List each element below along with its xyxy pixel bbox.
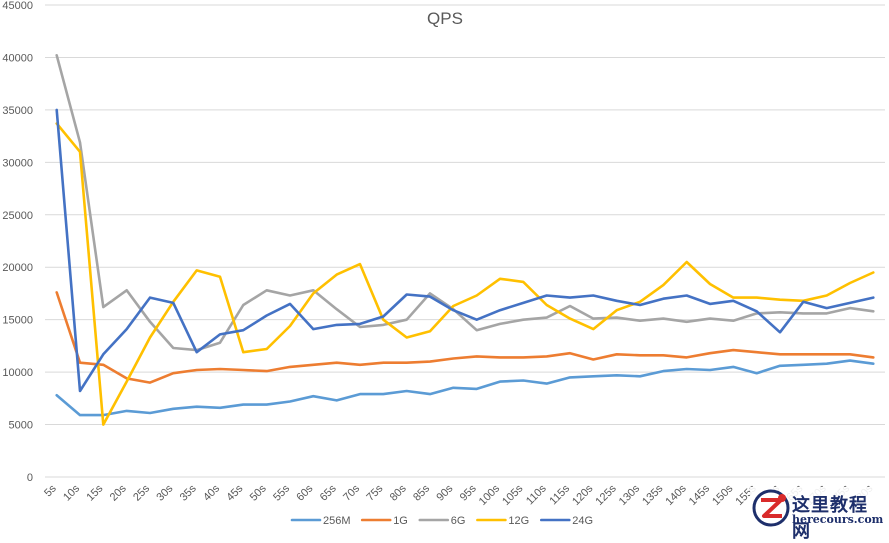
x-tick-label: 50s xyxy=(248,482,269,503)
x-tick-label: 65s xyxy=(318,482,339,503)
y-tick-label: 15000 xyxy=(2,315,33,327)
legend-label: 24G xyxy=(572,515,593,527)
x-tick-label: 115s xyxy=(547,482,572,507)
x-tick-label: 110s xyxy=(524,482,549,507)
chart-title: QPS xyxy=(427,9,463,28)
x-tick-label: 140s xyxy=(663,482,689,508)
legend-label: 256M xyxy=(323,515,351,527)
x-tick-label: 10s xyxy=(61,482,82,503)
legend-label: 1G xyxy=(393,515,408,527)
x-tick-label: 35s xyxy=(178,482,199,503)
x-tick-label: 45s xyxy=(224,482,245,503)
y-tick-label: 35000 xyxy=(2,105,33,117)
y-tick-label: 30000 xyxy=(2,157,33,169)
x-tick-label: 70s xyxy=(341,482,362,503)
x-tick-label: 125s xyxy=(593,482,619,508)
site-logo-icon xyxy=(752,489,790,527)
legend-label: 12G xyxy=(508,515,529,527)
x-tick-label: 30s xyxy=(154,482,175,503)
y-tick-label: 5000 xyxy=(9,420,33,432)
x-tick-label: 20s xyxy=(108,482,129,503)
x-tick-label: 75s xyxy=(364,482,385,503)
legend: 256M 1G 6G 12G 24G xyxy=(292,515,593,527)
watermark-site: herecours.com xyxy=(792,513,883,526)
y-axis-tick-labels: 0 5000 10000 15000 20000 25000 30000 35000 40000… xyxy=(2,0,33,484)
x-tick-label: 85s xyxy=(411,482,432,503)
series-lines xyxy=(57,55,874,424)
series-line-6g xyxy=(57,55,874,350)
x-tick-label: 5s xyxy=(42,482,59,499)
x-tick-label: 135s xyxy=(640,482,666,508)
legend-label: 6G xyxy=(451,515,466,527)
series-line-256m xyxy=(57,361,874,416)
y-tick-label: 20000 xyxy=(2,262,33,274)
x-tick-label: 90s xyxy=(434,482,455,503)
y-tick-label: 0 xyxy=(27,472,33,484)
x-tick-label: 145s xyxy=(687,482,713,508)
watermark: 这里教程网 herecours.com xyxy=(750,487,885,531)
x-tick-label: 60s xyxy=(294,482,315,503)
y-tick-label: 40000 xyxy=(2,52,33,64)
x-tick-label: 40s xyxy=(201,482,222,503)
y-tick-label: 25000 xyxy=(2,210,33,222)
x-tick-label: 80s xyxy=(388,482,409,503)
x-tick-label: 150s xyxy=(710,482,736,508)
x-tick-label: 120s xyxy=(570,482,596,508)
gridlines xyxy=(45,5,885,477)
y-tick-label: 45000 xyxy=(2,0,33,12)
x-tick-label: 15s xyxy=(84,482,105,503)
x-tick-label: 130s xyxy=(617,482,643,508)
series-line-12g xyxy=(57,124,874,425)
x-tick-label: 55s xyxy=(271,482,292,503)
x-tick-label: 95s xyxy=(458,482,479,503)
y-tick-label: 10000 xyxy=(2,367,33,379)
x-tick-label: 105s xyxy=(500,482,526,508)
series-line-1g xyxy=(57,292,874,382)
x-tick-label: 25s xyxy=(131,482,152,503)
x-tick-label: 100s xyxy=(477,482,503,508)
